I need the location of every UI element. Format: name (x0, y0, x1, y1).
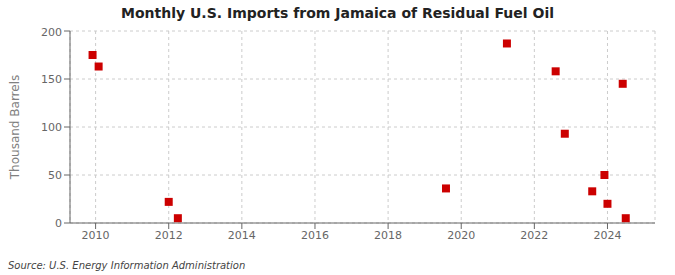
svg-text:2010: 2010 (82, 229, 110, 242)
svg-text:2014: 2014 (228, 229, 256, 242)
svg-text:2020: 2020 (447, 229, 475, 242)
svg-text:2024: 2024 (593, 229, 621, 242)
svg-text:2018: 2018 (374, 229, 402, 242)
svg-text:150: 150 (41, 73, 62, 86)
svg-text:2012: 2012 (155, 229, 183, 242)
html-text:Source: U.S. Energy Informatio: Source: U.S. Energy Information Administ… (8, 260, 246, 271)
svg-text:200: 200 (41, 26, 62, 39)
svg-text:2016: 2016 (301, 229, 329, 242)
html-text:Monthly U.S. Imports from Jama: Monthly U.S. Imports from Jamaica of Res… (121, 5, 554, 21)
svg-text:0: 0 (55, 217, 62, 230)
svg-text:50: 50 (48, 169, 62, 182)
svg-text:2022: 2022 (520, 229, 548, 242)
svg-text:Thousand Barrels: Thousand Barrels (8, 75, 22, 180)
svg-text:100: 100 (41, 121, 62, 134)
